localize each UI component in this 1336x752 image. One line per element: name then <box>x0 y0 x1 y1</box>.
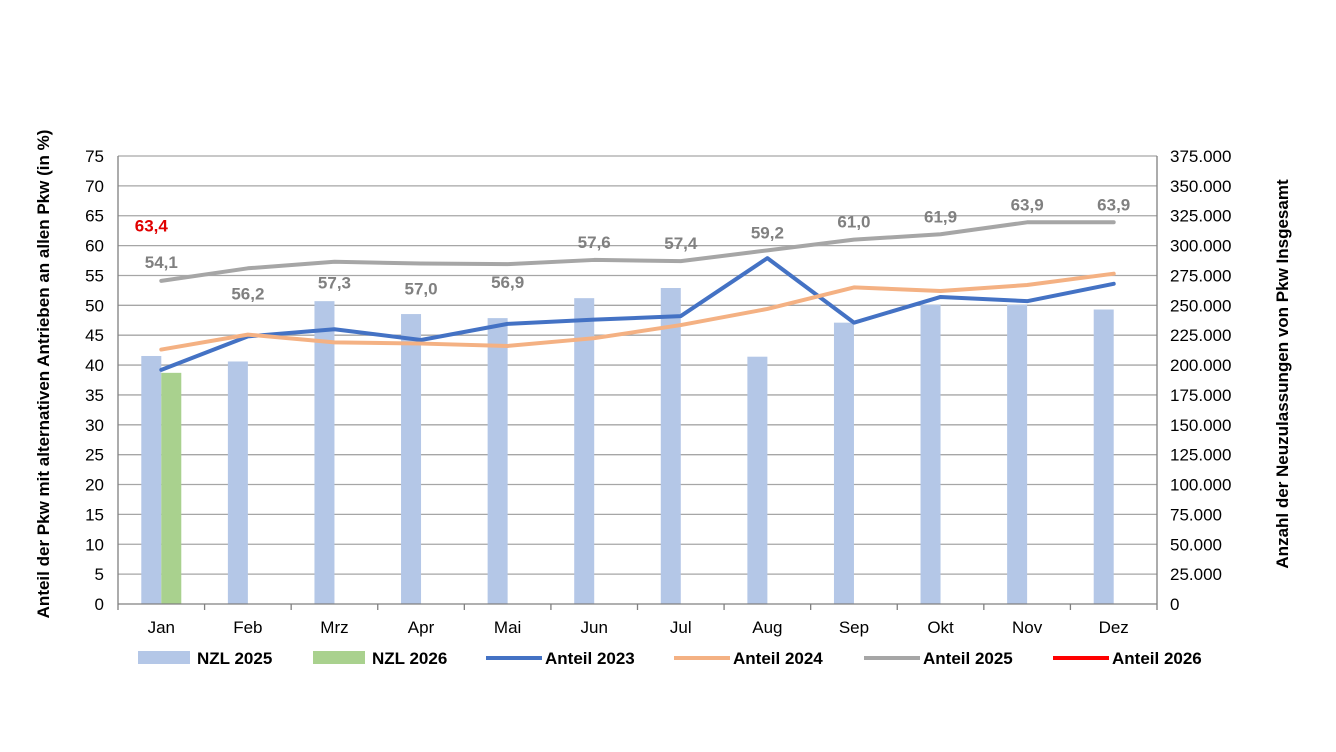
legend-label-anteil-2026: Anteil 2026 <box>1112 649 1202 668</box>
x-tick-label: Feb <box>233 618 262 637</box>
y-left-tick-label: 20 <box>85 476 104 495</box>
line-anteil-2025 <box>159 220 1116 283</box>
data-label-anteil-2025: 61,0 <box>837 213 870 232</box>
data-label-anteil-2025: 61,9 <box>924 207 957 226</box>
y-left-tick-label: 35 <box>85 386 104 405</box>
data-label-anteil-2025: 63,9 <box>1097 195 1130 214</box>
bar-nzl-2025 <box>574 298 595 604</box>
data-label-anteil-2025: 57,4 <box>664 234 698 253</box>
y-left-tick-label: 75 <box>85 147 104 166</box>
bar-nzl-2025 <box>833 322 854 604</box>
data-label-anteil-2025: 57,0 <box>404 280 437 299</box>
y-right-tick-label: 325.000 <box>1170 207 1231 226</box>
y-right-tick-label: 75.000 <box>1170 505 1222 524</box>
data-label-anteil-2025: 56,9 <box>491 273 524 292</box>
legend-label-nzl-2026: NZL 2026 <box>372 649 447 668</box>
bar-nzl-2025 <box>660 288 681 604</box>
legend-label-anteil-2023: Anteil 2023 <box>545 649 635 668</box>
y-left-tick-label: 70 <box>85 177 104 196</box>
bar-nzl-2025 <box>1093 309 1114 604</box>
data-label-anteil-2025: 56,2 <box>231 284 264 303</box>
y-left-tick-label: 55 <box>85 266 104 285</box>
x-tick-label: Apr <box>408 618 435 637</box>
bar-nzl-2025 <box>401 314 422 604</box>
line-anteil-2023 <box>159 256 1116 372</box>
y-left-tick-label: 5 <box>95 565 104 584</box>
x-tick-label: Jul <box>670 618 692 637</box>
y-right-tick-label: 25.000 <box>1170 565 1222 584</box>
axes: 0 5 10 15 20 25 30 35 40 45 50 55 60 65 70 75 0 25.000 50.… <box>85 147 1231 637</box>
y-right-tick-label: 275.000 <box>1170 266 1231 285</box>
y-right-tick-label: 375.000 <box>1170 147 1231 166</box>
bar-nzl-2025 <box>487 318 508 604</box>
y-right-tick-label: 125.000 <box>1170 446 1231 465</box>
x-tick-label: Jun <box>580 618 607 637</box>
bar-nzl-2025 <box>141 355 162 604</box>
data-label-anteil-2025: 57,6 <box>578 233 611 252</box>
y-right-tick-label: 100.000 <box>1170 476 1231 495</box>
x-tick-label: Jan <box>148 618 175 637</box>
data-label-anteil-2025: 54,1 <box>145 253 178 272</box>
y-left-tick-label: 0 <box>95 595 104 614</box>
y-left-tick-label: 60 <box>85 237 104 256</box>
legend-label-nzl-2025: NZL 2025 <box>197 649 272 668</box>
y-axis-right-title: Anzahl der Neuzulassungen von Pkw Insges… <box>1273 179 1292 569</box>
x-tick-label: Dez <box>1099 618 1129 637</box>
y-left-tick-label: 30 <box>85 416 104 435</box>
x-tick-label: Aug <box>752 618 782 637</box>
bar-nzl-2026 <box>161 372 182 604</box>
data-labels: 54,1 56,2 57,3 57,0 56,9 57,6 57,4 59,2 61,0 61,9… <box>135 195 1131 303</box>
data-label-anteil-2025: 63,9 <box>1011 195 1044 214</box>
x-tick-label: Sep <box>839 618 869 637</box>
y-left-tick-label: 65 <box>85 207 104 226</box>
y-right-tick-label: 0 <box>1170 595 1179 614</box>
x-tick-label: Okt <box>927 618 954 637</box>
gridlines <box>118 155 1157 575</box>
bar-nzl-2025 <box>747 356 768 604</box>
y-right-tick-label: 300.000 <box>1170 237 1231 256</box>
y-right-tick-label: 175.000 <box>1170 386 1231 405</box>
y-right-tick-label: 50.000 <box>1170 535 1222 554</box>
y-left-tick-label: 40 <box>85 356 104 375</box>
y-left-tick-label: 15 <box>85 505 104 524</box>
y-right-tick-label: 225.000 <box>1170 326 1231 345</box>
line-anteil-2024 <box>159 271 1116 352</box>
y-axis-left-title: Anteil der Pkw mit alternativen Antriebe… <box>34 130 53 619</box>
y-right-tick-label: 250.000 <box>1170 296 1231 315</box>
bar-nzl-2025 <box>920 304 941 604</box>
data-label-anteil-2026: 63,4 <box>135 216 169 235</box>
y-left-tick-label: 10 <box>85 535 104 554</box>
bar-nzl-2025 <box>227 361 248 604</box>
x-tick-label: Mrz <box>320 618 348 637</box>
bar-nzl-2025 <box>314 301 335 604</box>
y-right-tick-label: 200.000 <box>1170 356 1231 375</box>
y-right-tick-label: 150.000 <box>1170 416 1231 435</box>
x-tick-label: Nov <box>1012 618 1043 637</box>
y-left-tick-label: 50 <box>85 296 104 315</box>
legend-swatch-nzl-2026 <box>313 651 365 664</box>
legend-swatch-nzl-2025 <box>138 651 190 664</box>
bars <box>141 288 1114 604</box>
x-tick-label: Mai <box>494 618 521 637</box>
legend-label-anteil-2025: Anteil 2025 <box>923 649 1013 668</box>
lines <box>159 220 1116 372</box>
legend-label-anteil-2024: Anteil 2024 <box>733 649 823 668</box>
data-label-anteil-2025: 57,3 <box>318 274 351 293</box>
legend: NZL 2025 NZL 2026 Anteil 2023 Anteil 2024 An… <box>138 649 1202 668</box>
y-right-tick-label: 350.000 <box>1170 177 1231 196</box>
bar-nzl-2025 <box>1007 304 1028 604</box>
y-left-tick-label: 45 <box>85 326 104 345</box>
y-left-tick-label: 25 <box>85 446 104 465</box>
data-label-anteil-2025: 59,2 <box>751 223 784 242</box>
